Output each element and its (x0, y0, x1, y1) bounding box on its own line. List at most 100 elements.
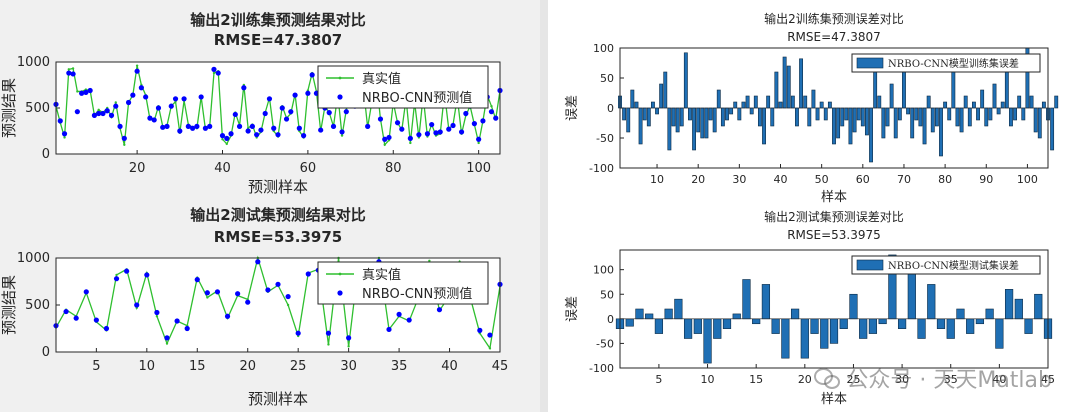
pred-point (154, 309, 160, 316)
error-bar (946, 318, 955, 339)
pred-point (100, 110, 106, 117)
pred-point (79, 90, 85, 96)
chart-subtitle: RMSE=53.3975 (214, 228, 342, 246)
x-tick-label: 30 (340, 359, 357, 374)
true-point (114, 101, 117, 104)
error-bar (1021, 107, 1026, 121)
pred-point (74, 109, 80, 115)
error-bar (720, 107, 725, 127)
error-bar (786, 65, 791, 109)
x-axis-label: 样本 (821, 190, 847, 205)
pred-point (207, 123, 213, 129)
error-bar (955, 107, 960, 127)
error-bar (762, 107, 766, 145)
error-bar (733, 101, 738, 109)
pred-point (144, 272, 150, 278)
pred-point (487, 332, 493, 338)
pred-point (245, 128, 251, 134)
pred-point (172, 96, 179, 102)
pred-point (301, 133, 307, 139)
error-bar (927, 284, 936, 320)
chart-title: 输出2测试集预测误差对比 (764, 209, 904, 224)
error-bar (700, 107, 705, 139)
pred-point (305, 271, 311, 277)
error-bar (635, 308, 644, 320)
train-prediction-chart: 输出2训练集预测结果对比 RMSE=47.3807 0 500 1000 20 40 60 80… (0, 11, 503, 196)
error-bar (839, 318, 848, 329)
pred-point (194, 277, 200, 283)
pred-point (155, 105, 162, 111)
true-point (428, 259, 431, 263)
pred-point (275, 132, 281, 138)
pred-point (96, 110, 102, 117)
x-tick-label: 35 (391, 359, 408, 374)
pred-point (463, 110, 469, 117)
watermark: 公众号 · 天天Matlab (814, 362, 1052, 394)
y-tick-label: -100 (589, 362, 614, 375)
x-tick-label: 20 (239, 359, 256, 374)
pred-point (325, 330, 332, 336)
pred-point (138, 85, 144, 91)
error-bar (679, 107, 684, 127)
legend-box (317, 65, 489, 109)
pred-point (343, 109, 349, 115)
error-bar (693, 318, 702, 334)
pred-point (271, 125, 277, 131)
pred-point (113, 276, 120, 282)
error-bar (856, 107, 861, 121)
error-bar (976, 107, 980, 121)
pred-point (147, 115, 153, 121)
pred-point (93, 317, 99, 323)
pred-point (125, 99, 132, 106)
legend-box (317, 261, 489, 305)
error-bar (829, 318, 839, 344)
true-point (340, 134, 344, 137)
y-tick-label: 0 (42, 345, 50, 360)
pred-point (174, 318, 180, 324)
pred-point (254, 132, 260, 138)
pred-point (245, 299, 251, 305)
error-bar (696, 107, 701, 133)
pred-point (437, 129, 443, 135)
legend-label: NRBO-CNN模型训练集误差 (888, 57, 1019, 70)
x-tick-label: 80 (938, 173, 952, 186)
error-bar (918, 107, 923, 127)
pred-point (292, 92, 298, 98)
true-point (477, 141, 480, 145)
pred-point (66, 70, 72, 76)
pred-point (377, 116, 384, 122)
pred-point (283, 116, 290, 122)
pred-point (108, 112, 115, 118)
pred-point (164, 335, 170, 341)
error-bar (655, 107, 659, 115)
true-point (225, 142, 228, 146)
pred-point (70, 71, 76, 77)
error-bar (782, 56, 787, 109)
pred-point (458, 129, 465, 135)
true-point (97, 108, 100, 112)
error-bar (832, 107, 836, 145)
x-axis-label: 样本 (821, 392, 847, 407)
y-axis-label: 误差 (565, 95, 580, 121)
error-bar (836, 107, 841, 139)
error-bar (1034, 293, 1043, 320)
error-bar (943, 101, 948, 109)
x-tick-label: 25 (290, 359, 307, 374)
error-bar (864, 107, 869, 136)
pred-point (124, 268, 130, 274)
axes-frame (55, 257, 501, 353)
error-bar (625, 318, 634, 327)
error-bar (893, 107, 898, 139)
error-bar (897, 107, 902, 121)
error-bar (761, 284, 771, 320)
error-bar (638, 107, 643, 145)
pred-point (204, 290, 210, 296)
y-tick-label: 100 (593, 42, 614, 55)
error-bar (745, 95, 750, 109)
true-point (212, 71, 216, 75)
error-bar (922, 107, 927, 145)
error-bar (729, 107, 734, 115)
x-tick-label: 45 (492, 359, 509, 374)
error-bar (1050, 107, 1055, 151)
